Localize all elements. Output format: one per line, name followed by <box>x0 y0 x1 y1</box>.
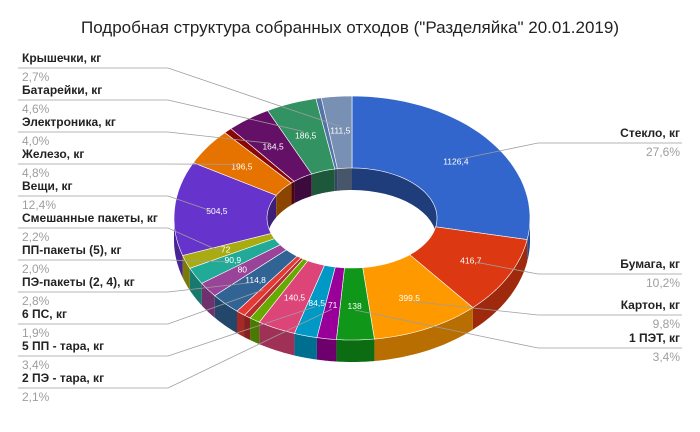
value-label-3: 138 <box>348 301 362 311</box>
callout-line-1 <box>476 261 682 275</box>
callout-name-10: ПЭ-пакеты (2, 4), кг <box>22 275 135 289</box>
value-label-5: 84,5 <box>308 298 325 308</box>
callout-line-13 <box>18 227 221 252</box>
callout-percent-2: 9,8% <box>653 317 681 331</box>
value-label-6: 140,5 <box>284 293 306 303</box>
callout-percent-15: 4,8% <box>22 166 50 180</box>
callout-line-5 <box>18 306 316 357</box>
value-label-20: 111,5 <box>330 125 350 135</box>
callout-line-2 <box>411 301 682 316</box>
callout-line-10 <box>18 282 252 293</box>
callout-percent-10: 2,8% <box>22 294 50 308</box>
side-wall-13 <box>182 255 190 291</box>
callout-name-4: 2 ПЭ - тара, кг <box>22 371 104 385</box>
side-wall-6 <box>259 322 295 356</box>
callout-name-15: Железо, кг <box>21 147 84 161</box>
value-label-17: 164,5 <box>262 141 284 151</box>
side-wall-5 <box>294 333 317 360</box>
callout-name-14: Вещи, кг <box>22 179 73 193</box>
chart-title: Подробная структура собранных отходов ("… <box>81 18 619 37</box>
callout-percent-18: 4,6% <box>22 102 50 116</box>
value-label-12: 90,9 <box>225 255 242 265</box>
inner-wall-0-0 <box>352 168 437 240</box>
side-wall-8 <box>244 315 251 340</box>
callout-percent-12: 2,0% <box>22 262 50 276</box>
side-wall-1 <box>472 239 528 330</box>
callout-name-17: Электроника, кг <box>22 115 116 129</box>
value-label-0: 1126,4 <box>443 157 469 167</box>
callout-line-18 <box>18 99 304 132</box>
callout-line-14 <box>18 195 212 212</box>
side-wall-12 <box>189 268 202 306</box>
callout-percent-1: 10,2% <box>646 276 680 290</box>
callout-name-1: Бумага, кг <box>620 257 680 271</box>
callout-name-9: 6 ПС, кг <box>22 307 67 321</box>
callout-name-20: Крышечки, кг <box>22 51 101 65</box>
inner-wall-18-0 <box>311 169 335 196</box>
side-wall-7 <box>250 318 260 345</box>
callout-percent-9: 1,9% <box>22 326 50 340</box>
side-wall-4 <box>316 337 337 362</box>
slice-0 <box>351 95 531 240</box>
value-label-4: 71 <box>328 300 338 310</box>
side-wall-14 <box>174 218 183 278</box>
callout-name-0: Стекло, кг <box>620 126 680 140</box>
value-label-13: 72 <box>221 245 231 255</box>
callout-percent-17: 4,0% <box>22 134 50 148</box>
callout-name-12: ПП-пакеты (5), кг <box>22 243 122 257</box>
callout-percent-4: 2,1% <box>22 390 50 404</box>
value-label-14: 504,5 <box>206 206 228 216</box>
value-label-11: 80 <box>238 265 248 275</box>
callout-line-12 <box>18 259 228 263</box>
slice-20 <box>320 95 353 170</box>
callout-percent-0: 27,6% <box>646 145 680 159</box>
side-wall-9 <box>237 311 245 338</box>
inner-wall-17-0 <box>294 174 312 204</box>
callout-name-3: 1 ПЭТ, кг <box>629 331 680 345</box>
callout-percent-13: 2,2% <box>22 230 50 244</box>
callout-lines <box>18 67 682 389</box>
callout-percent-20: 2,7% <box>22 70 50 84</box>
callout-line-17 <box>18 131 270 144</box>
callout-name-2: Картон, кг <box>621 298 680 312</box>
side-wall-11 <box>201 283 215 318</box>
inner-wall-19-0 <box>334 168 338 191</box>
callout-labels: Стекло, кг 27,6% Бумага, кг 10,2% Картон, кг… <box>21 51 680 404</box>
donut-top-surface <box>173 95 531 341</box>
value-label-15: 196,5 <box>231 162 253 172</box>
inner-wall-20-0 <box>337 168 352 191</box>
callout-line-20 <box>18 67 340 127</box>
value-label-18: 186,5 <box>295 130 317 140</box>
callout-line-9 <box>18 289 264 325</box>
callout-name-18: Батарейки, кг <box>22 83 102 97</box>
value-label-2: 399,5 <box>399 293 421 303</box>
callout-percent-14: 12,4% <box>22 198 56 212</box>
callout-line-0 <box>460 142 682 160</box>
callout-line-3 <box>354 309 682 349</box>
value-label-10: 114,8 <box>245 275 266 285</box>
callout-line-4 <box>18 308 332 389</box>
callout-name-5: 5 ПП - тара, кг <box>22 339 104 353</box>
donut-inner-wall <box>267 168 437 240</box>
callout-name-13: Смешанные пакеты, кг <box>22 211 158 225</box>
value-label-1: 416,7 <box>460 255 482 265</box>
inner-wall-16-0 <box>291 181 295 205</box>
callout-percent-5: 3,4% <box>22 358 50 372</box>
callout-percent-3: 3,4% <box>653 350 681 364</box>
side-wall-3 <box>336 339 375 362</box>
